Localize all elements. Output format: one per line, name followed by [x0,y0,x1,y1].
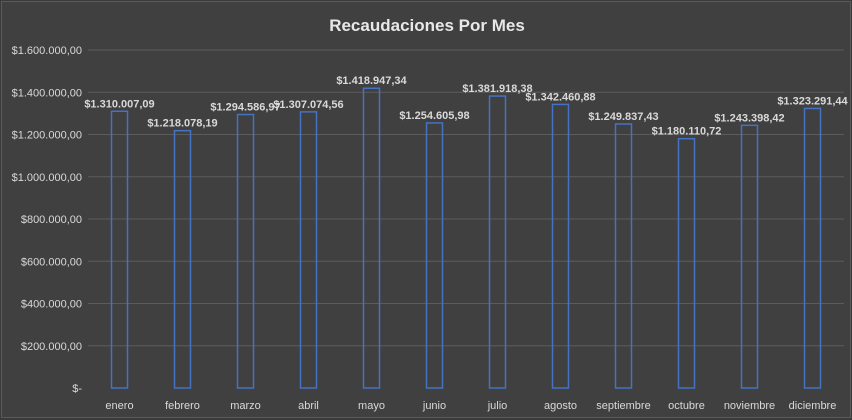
bar-noviembre [740,124,759,389]
x-tick-label: agosto [544,400,577,412]
bar-junio [425,122,444,389]
y-tick-label: $1.400.000,00 [12,87,82,99]
data-label: $1.249.837,43 [588,111,658,123]
x-tick-label: enero [105,400,133,412]
x-tick-label: diciembre [789,400,837,412]
bars [110,87,822,389]
y-tick-label: $200.000,00 [21,341,82,353]
data-label: $1.418.947,34 [336,75,407,87]
x-tick-label: octubre [668,400,705,412]
bar-febrero [173,129,192,389]
y-tick-label: $- [72,383,82,395]
data-label: $1.323.291,44 [777,95,848,107]
data-labels: $1.310.007,09$1.218.078,19$1.294.586,97$… [84,75,848,137]
bar-abril [299,111,318,389]
data-label: $1.294.586,97 [210,102,280,114]
x-tick-label: noviembre [724,400,775,412]
chart-title: Recaudaciones Por Mes [329,16,525,35]
data-label: $1.180.110,72 [652,126,722,138]
y-tick-label: $1.600.000,00 [12,45,82,57]
gridlines [88,49,844,347]
bar-octubre [677,137,696,389]
data-label: $1.342.460,88 [525,91,595,103]
bar-enero [110,110,129,389]
y-tick-label: $1.200.000,00 [12,130,82,142]
data-label: $1.381.918,38 [462,83,532,95]
y-axis-ticks: $- $200.000,00 $400.000,00 $600.000,00 $800.… [12,45,83,395]
x-tick-label: marzo [230,400,261,412]
bar-septiembre [614,123,633,389]
x-tick-label: julio [487,400,508,412]
y-tick-label: $400.000,00 [21,299,82,311]
data-label: $1.243.398,42 [714,112,784,124]
bar-agosto [551,103,570,389]
bar-mayo [362,87,381,389]
y-tick-label: $1.000.000,00 [12,172,82,184]
x-tick-label: septiembre [596,400,650,412]
data-label: $1.310.007,09 [84,98,154,110]
x-tick-label: mayo [358,400,385,412]
y-tick-label: $600.000,00 [21,256,82,268]
data-label: $1.218.078,19 [147,118,217,130]
data-label: $1.307.074,56 [273,99,343,111]
bar-julio [488,95,507,389]
y-tick-label: $800.000,00 [21,214,82,226]
x-axis-ticks: enero febrero marzo abril mayo junio julio agos… [105,400,836,412]
data-label: $1.254.605,98 [399,110,469,122]
bar-marzo [236,113,255,389]
x-tick-label: junio [422,400,446,412]
bar-diciembre [803,107,822,389]
x-tick-label: febrero [165,400,200,412]
x-tick-label: abril [298,400,319,412]
